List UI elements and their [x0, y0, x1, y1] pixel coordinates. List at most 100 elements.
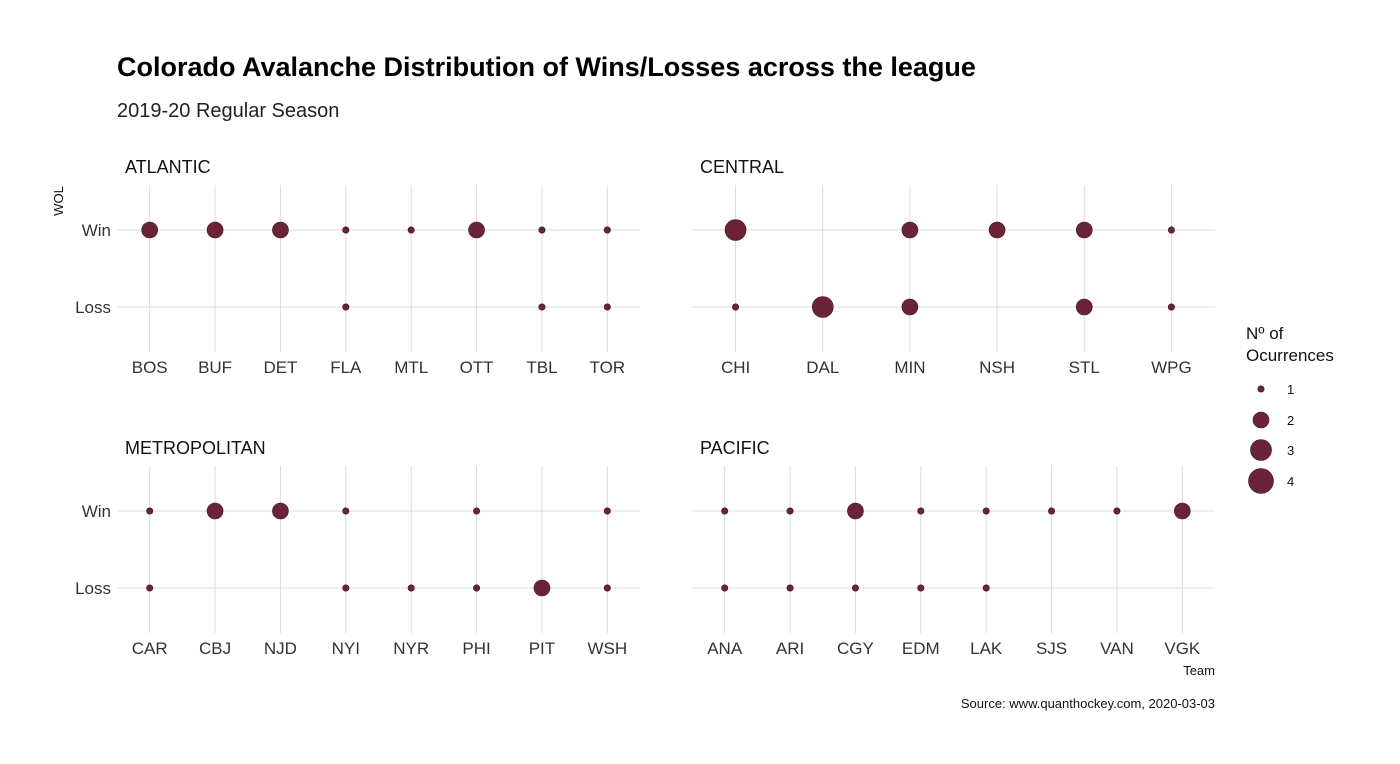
point-chi-win: [725, 220, 746, 241]
point-nyi-loss: [343, 585, 349, 591]
x-tick-label: CBJ: [199, 639, 231, 658]
facet-panels: ATLANTIC Win Loss BOS BUF DET FLA MTL OTT TBL TOR C…: [75, 157, 1215, 658]
point-car-loss: [146, 585, 152, 591]
point-tor-win: [604, 227, 610, 233]
point-phi-win: [473, 508, 479, 514]
x-tick-label: STL: [1069, 358, 1100, 377]
point-chi-loss: [732, 304, 738, 310]
x-tick-label: WPG: [1151, 358, 1192, 377]
point-edm-win: [918, 508, 924, 514]
x-tick-label: VGK: [1164, 639, 1201, 658]
legend-key-2: [1253, 412, 1269, 428]
point-van-win: [1114, 508, 1120, 514]
x-tick-label: ANA: [707, 639, 743, 658]
y-tick-label: Win: [82, 221, 111, 240]
point-ott-win: [469, 222, 485, 238]
x-tick-label: NYR: [393, 639, 429, 658]
point-fla-win: [343, 227, 349, 233]
chart-caption: Source: www.quanthockey.com, 2020-03-03: [961, 696, 1215, 711]
x-tick-label: NJD: [264, 639, 297, 658]
point-buf-win: [207, 222, 223, 238]
point-sjs-win: [1048, 508, 1054, 514]
point-ari-loss: [787, 585, 793, 591]
point-wpg-loss: [1168, 304, 1174, 310]
panel-central: CENTRAL CHI DAL MIN NSH STL WPG: [692, 157, 1215, 377]
x-tick-label: PIT: [529, 639, 555, 658]
x-tick-label: OTT: [460, 358, 494, 377]
point-lak-loss: [983, 585, 989, 591]
point-njd-win: [272, 503, 288, 519]
point-cbj-win: [207, 503, 223, 519]
point-wsh-loss: [604, 585, 610, 591]
chart-subtitle: 2019-20 Regular Season: [117, 100, 339, 122]
x-tick-label: BOS: [132, 358, 168, 377]
panel-title: METROPOLITAN: [125, 438, 266, 458]
y-tick-label: Loss: [75, 298, 111, 317]
x-tick-label: VAN: [1100, 639, 1134, 658]
point-edm-loss: [918, 585, 924, 591]
point-lak-win: [983, 508, 989, 514]
x-axis-title: Team: [1183, 663, 1215, 678]
x-tick-label: TBL: [526, 358, 557, 377]
point-wsh-win: [604, 508, 610, 514]
x-tick-label: CHI: [721, 358, 750, 377]
point-stl-loss: [1076, 299, 1092, 315]
point-tbl-win: [539, 227, 545, 233]
point-nyi-win: [343, 508, 349, 514]
point-dal-loss: [812, 297, 833, 318]
point-ari-win: [787, 508, 793, 514]
legend-label: 3: [1287, 443, 1294, 458]
panel-title: CENTRAL: [700, 157, 784, 177]
point-car-win: [146, 508, 152, 514]
legend-label: 2: [1287, 413, 1294, 428]
panel-atlantic: ATLANTIC Win Loss BOS BUF DET FLA MTL OTT TBL TOR: [75, 157, 640, 377]
point-min-loss: [902, 299, 918, 315]
point-det-win: [272, 222, 288, 238]
x-tick-label: DET: [263, 358, 297, 377]
legend-title-line1: Nº of: [1246, 324, 1284, 343]
x-tick-label: BUF: [198, 358, 232, 377]
size-legend: Nº of Ocurrences 1 2 3 4: [1246, 324, 1334, 494]
legend-title-line2: Ocurrences: [1246, 346, 1334, 365]
panel-pacific: PACIFIC ANA ARI CGY EDM LAK SJS VAN VGK: [692, 438, 1215, 658]
point-nsh-win: [989, 222, 1005, 238]
point-cgy-loss: [852, 585, 858, 591]
legend-key-4: [1249, 469, 1274, 494]
point-vgk-win: [1174, 503, 1190, 519]
legend-label: 4: [1287, 474, 1294, 489]
point-wpg-win: [1168, 227, 1174, 233]
x-tick-label: CAR: [132, 639, 168, 658]
x-tick-label: NYI: [332, 639, 360, 658]
point-ana-win: [721, 508, 727, 514]
point-bos-win: [142, 222, 158, 238]
x-tick-label: WSH: [587, 639, 627, 658]
point-min-win: [902, 222, 918, 238]
point-fla-loss: [343, 304, 349, 310]
x-tick-label: PHI: [462, 639, 490, 658]
x-tick-label: SJS: [1036, 639, 1067, 658]
point-stl-win: [1076, 222, 1092, 238]
x-tick-label: CGY: [837, 639, 874, 658]
panel-title: PACIFIC: [700, 438, 770, 458]
x-tick-label: DAL: [806, 358, 839, 377]
point-mtl-win: [408, 227, 414, 233]
panel-title: ATLANTIC: [125, 157, 211, 177]
point-nyr-loss: [408, 585, 414, 591]
x-tick-label: LAK: [970, 639, 1003, 658]
y-axis-title: WOL: [51, 186, 66, 216]
x-tick-label: EDM: [902, 639, 940, 658]
x-tick-label: TOR: [590, 358, 626, 377]
x-tick-label: NSH: [979, 358, 1015, 377]
legend-label: 1: [1287, 382, 1294, 397]
legend-key-3: [1251, 440, 1272, 461]
point-ana-loss: [721, 585, 727, 591]
x-tick-label: MIN: [894, 358, 925, 377]
point-tbl-loss: [539, 304, 545, 310]
point-cgy-win: [847, 503, 863, 519]
x-tick-label: MTL: [394, 358, 428, 377]
x-tick-label: ARI: [776, 639, 804, 658]
legend-key-1: [1258, 386, 1264, 392]
point-phi-loss: [473, 585, 479, 591]
x-tick-label: FLA: [330, 358, 362, 377]
